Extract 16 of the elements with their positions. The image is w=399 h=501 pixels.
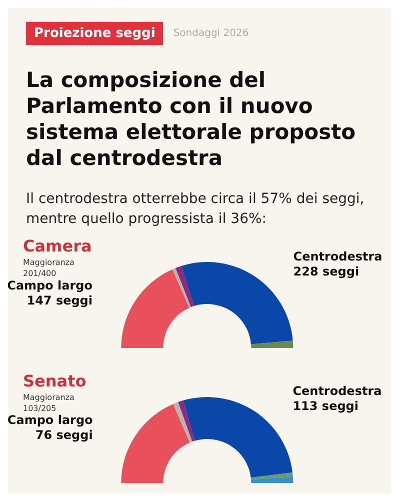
data-label: 113 seggi — [292, 399, 359, 414]
slice-label: Campo largo — [7, 412, 93, 427]
text: Proiezione seggi — [26, 22, 164, 45]
chart-title: Senato — [23, 372, 86, 390]
slice-label: Centrodestra — [292, 384, 382, 398]
text: Maggioranza 103/205 — [23, 393, 75, 413]
chart-title: Camera — [23, 236, 92, 256]
text: La composizione del Parlamento con il nuovo sistema elettorale proposto dal centrodestra — [26, 67, 357, 171]
text: Il centrodestra otterrebbe circa il 57% dei seggi, mentre quello progressista il 36%: — [26, 190, 366, 229]
data-label: 76 seggi — [35, 428, 93, 442]
slice-label: Campo largo — [7, 278, 93, 292]
text: Maggioranza 201/400 — [23, 258, 75, 278]
data-label: 228 seggi — [293, 264, 360, 279]
data-label: 147 seggi — [26, 293, 93, 308]
slice-label: Centrodestra — [293, 250, 382, 264]
text: Sondaggi 2026 — [173, 28, 249, 39]
